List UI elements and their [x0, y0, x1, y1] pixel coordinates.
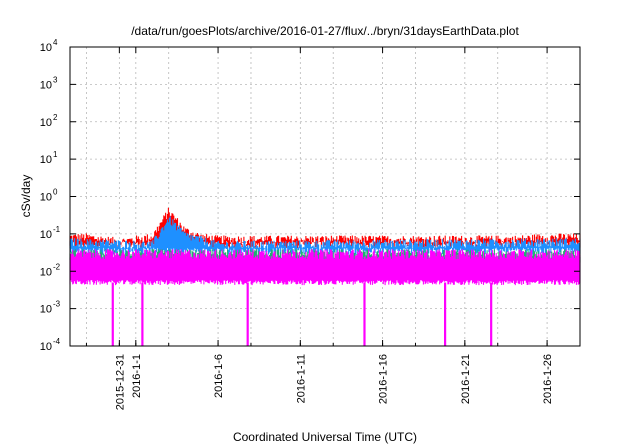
y-tick-exponent: -4: [53, 337, 61, 346]
x-tick-label: 2016-1-1: [131, 354, 143, 398]
y-tick-label: 10: [40, 117, 52, 129]
x-tick-label: 2016-1-16: [378, 354, 390, 404]
chart-title: /data/run/goesPlots/archive/2016-01-27/f…: [131, 24, 519, 38]
y-tick-exponent: -2: [53, 262, 61, 271]
y-tick-exponent: 2: [53, 113, 58, 122]
x-tick-label: 2016-1-26: [542, 354, 554, 404]
y-tick-exponent: 1: [53, 150, 58, 159]
series-3: [69, 249, 581, 346]
y-tick-exponent: 3: [53, 75, 58, 84]
x-axis-label: Coordinated Universal Time (UTC): [233, 430, 417, 444]
x-axis-ticks: 2015-12-31 2016-1-1 2016-1-6 2016-1-11 2016-…: [85, 47, 581, 410]
y-tick-label: 10: [40, 79, 52, 91]
y-tick-label: 10: [40, 341, 52, 353]
y-axis-label: cSv/day: [19, 175, 33, 218]
x-tick-label: 2016-1-11: [295, 354, 307, 403]
y-tick-label: 10: [40, 192, 52, 204]
y-tick-exponent: -1: [53, 225, 61, 234]
x-tick-label: 2016-1-6: [213, 354, 225, 398]
y-tick-label: 10: [40, 154, 52, 166]
x-tick-label: 2016-1-21: [460, 354, 472, 404]
y-tick-label: 10: [40, 42, 52, 54]
y-tick-exponent: 0: [53, 188, 58, 197]
x-tick-label: 2015-12-31: [114, 354, 126, 410]
data-series: [69, 207, 581, 346]
y-tick-label: 10: [40, 304, 52, 316]
y-tick-label: 10: [40, 229, 52, 241]
y-tick-exponent: 4: [53, 38, 58, 47]
y-tick-exponent: -3: [53, 300, 61, 309]
y-tick-label: 10: [40, 266, 52, 278]
